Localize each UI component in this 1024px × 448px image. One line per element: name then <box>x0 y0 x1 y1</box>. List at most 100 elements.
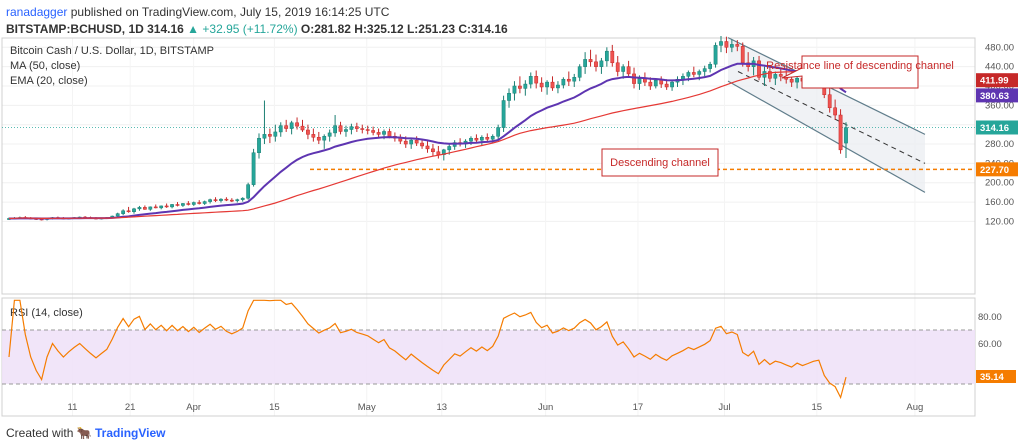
candle-body <box>757 60 761 78</box>
candle-body <box>659 79 664 85</box>
price-tag <box>976 73 1018 88</box>
resistance-callout-box <box>781 55 919 89</box>
candle-body <box>186 203 191 205</box>
candle-body <box>735 44 740 47</box>
chart-title: Bitcoin Cash / U.S. Dollar, 1D, BITSTAMP <box>10 45 214 57</box>
y-tick-label: 360.00 <box>985 100 1014 111</box>
candle-body <box>485 137 490 140</box>
candle-body <box>539 82 544 88</box>
x-tick-label: 17 <box>633 402 644 413</box>
candle-body <box>507 93 511 101</box>
legend-ema: EMA (20, close) <box>10 75 88 87</box>
x-tick-label: Aug <box>906 402 923 413</box>
candle-body <box>425 145 430 150</box>
x-tick-label: Jun <box>538 402 553 413</box>
candle-body <box>713 45 718 65</box>
candle-body <box>637 78 642 84</box>
candle-body <box>594 61 598 67</box>
candle-body <box>556 84 560 89</box>
candle-body <box>561 78 566 86</box>
candle-body <box>436 151 441 155</box>
price-tags: 411.99 380.63 314.16 227.70 <box>976 73 1018 177</box>
tradingview-link[interactable]: TradingView <box>95 426 166 440</box>
candle-body <box>431 148 435 153</box>
ema-20-line <box>8 70 847 220</box>
candle-body <box>126 210 131 213</box>
candle-body <box>365 129 370 131</box>
x-tick-label: 21 <box>125 402 136 413</box>
author-link[interactable]: ranadagger <box>6 5 68 19</box>
candle-body <box>469 137 473 142</box>
candle-body <box>273 131 278 137</box>
channel-mid-line[interactable] <box>737 71 926 164</box>
candle-body <box>360 128 365 130</box>
candle-body <box>376 132 381 135</box>
last-price: 314.16 <box>147 22 184 36</box>
price-tag-label: 227.70 <box>980 165 1009 176</box>
channel-lower-line[interactable] <box>727 80 926 193</box>
candle-body <box>550 81 555 89</box>
x-tick-label: 13 <box>436 402 447 413</box>
y-tick-label: 480.00 <box>985 42 1014 53</box>
candle-body <box>768 71 772 79</box>
candle-body <box>246 184 251 199</box>
candle-body <box>664 83 669 88</box>
symbol-line: BITSTAMP:BCHUSD, 1D 314.16 ▲ +32.95 (+11… <box>6 21 508 38</box>
candle-body <box>496 127 501 137</box>
candle-body <box>577 66 582 78</box>
candle-body <box>224 198 229 201</box>
candle-body <box>479 137 484 141</box>
y-tick-label: 160.00 <box>985 197 1014 208</box>
y-tick-label: 120.00 <box>985 216 1014 227</box>
candle-body <box>251 152 256 185</box>
candle-body <box>382 131 386 135</box>
candle-body <box>572 77 577 82</box>
tradingview-logo-icon: 🐂 <box>76 426 92 440</box>
price-tag-label: 411.99 <box>980 76 1009 87</box>
candle-body <box>202 201 207 204</box>
candle-body <box>164 205 169 208</box>
candle-body <box>599 60 604 67</box>
legend: Bitcoin Cash / U.S. Dollar, 1D, BITSTAMP… <box>10 45 214 87</box>
candle-body <box>295 122 299 127</box>
candle-body <box>213 199 218 201</box>
channel-callout: Descending channel <box>601 148 719 177</box>
candle-body <box>311 134 316 138</box>
candle-body <box>300 125 305 131</box>
candle-body <box>420 142 424 147</box>
price-tag-label: 380.63 <box>980 91 1009 102</box>
candle-body <box>197 202 202 204</box>
rsi-band <box>2 330 975 384</box>
candle-body <box>142 207 147 210</box>
candle-body <box>588 59 593 63</box>
candle-body <box>115 213 120 217</box>
candle-body <box>566 78 571 82</box>
footer-text: Created with <box>6 426 74 440</box>
candle-body <box>740 46 745 64</box>
candle-body <box>191 202 196 205</box>
x-tick-label: Jul <box>718 402 730 413</box>
candle-body <box>322 136 327 141</box>
candle-body <box>132 208 136 212</box>
x-tick-label: 15 <box>812 402 823 413</box>
candle-body <box>268 134 272 137</box>
candles <box>7 36 848 221</box>
candle-body <box>583 59 587 67</box>
footer: Created with 🐂 TradingView <box>6 426 165 440</box>
candle-body <box>181 203 185 206</box>
candle-body <box>719 41 723 46</box>
candle-body <box>262 134 267 139</box>
candle-body <box>773 74 778 79</box>
ohlc-values: O:281.82 H:325.12 L:251.23 C:314.16 <box>300 22 508 36</box>
candle-body <box>170 204 174 208</box>
price-chart[interactable]: Bitcoin Cash / U.S. Dollar, 1D, BITSTAMP… <box>0 36 1024 426</box>
resistance-callout-text: Resistance line of descending channel <box>766 60 954 72</box>
price-change: ▲ +32.95 (+11.72%) <box>187 22 298 36</box>
candle-body <box>289 122 294 129</box>
candle-body <box>409 139 414 145</box>
x-tick-label: May <box>358 402 376 413</box>
candle-body <box>387 131 392 137</box>
symbol-name: BITSTAMP:BCHUSD, 1D <box>6 22 144 36</box>
chart-header: ranadagger published on TradingView.com,… <box>6 4 508 38</box>
candle-body <box>278 125 283 133</box>
